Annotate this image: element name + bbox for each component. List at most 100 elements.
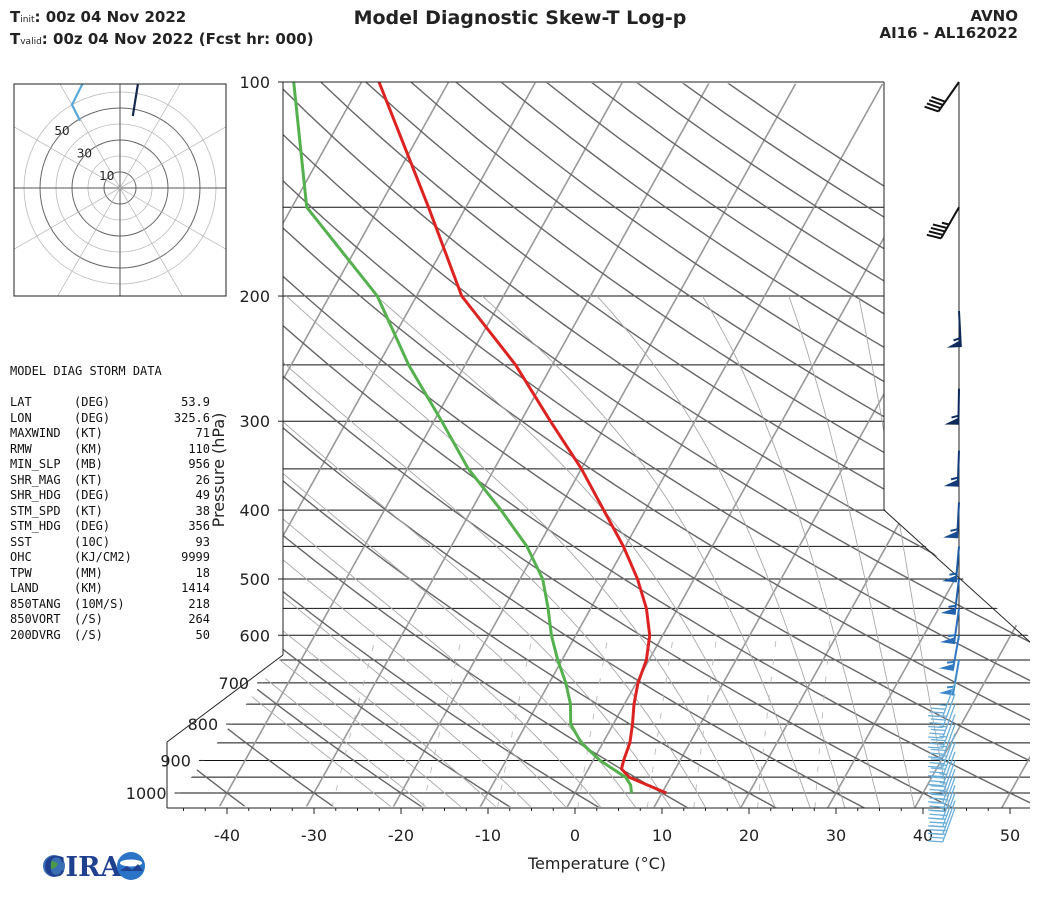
barb-full [929,836,945,839]
wind-barb [940,608,960,645]
mixing-ratio-line [577,635,609,808]
diag-key: TPW [10,565,32,580]
diag-row: TPW (MM) 18 [10,566,210,582]
mixing-ratio-line [693,635,718,808]
diag-key: OHC [10,550,32,564]
dry-adiabat [169,82,804,808]
diag-value: 26 [195,472,210,487]
dry-adiabat [169,82,983,808]
t-init-label: T [10,8,21,26]
barb-shaft [942,742,956,777]
barb-half [939,715,947,717]
diag-row: SST (10C) 93 [10,535,210,551]
moist-adiabat [702,295,881,808]
diag-value: 356 [188,519,210,533]
barb-full [931,95,946,103]
diag-row: MAXWIND (KT) 71 [10,426,210,442]
diag-unit: (/S) [74,627,103,642]
diag-key: MAXWIND [10,426,61,440]
y-tick-label: 900 [160,751,191,770]
mixing-ratio-line [646,635,674,808]
barb-full [929,742,945,746]
y-axis-label: Pressure (hPa) [209,413,228,528]
isotherm [169,82,294,808]
barb-full [926,102,941,110]
barb-full [930,825,946,828]
diag-unit: (KT) [74,503,103,518]
wind-barb [926,206,960,240]
x-tick-label: 10 [652,826,672,845]
diag-value: 218 [188,596,210,611]
wind-barb-lower [928,682,956,718]
diag-unit: (KM) [74,581,103,595]
y-tick-label: 800 [188,715,219,734]
x-tick-label: 30 [826,826,846,845]
temperature-profile [377,82,667,795]
diag-key: STM_SPD [10,503,61,518]
wind-barb [941,546,960,583]
barb-full [928,736,943,739]
dry-adiabat [593,82,1030,808]
diag-row: STM_SPD (KT) 38 [10,504,210,520]
wind-barb-lower [928,733,956,769]
x-tick-label: 50 [1000,826,1020,845]
barb-full [930,728,946,732]
dewpoint-profile [292,82,633,794]
barb-shaft [942,776,956,812]
wind-barb [938,635,960,671]
diag-unit: (MM) [74,565,103,580]
wind-barb-lower [928,742,956,778]
wind-barb-lower [928,807,956,843]
y-tick-label: 400 [239,501,270,520]
barb-flag [946,340,961,348]
barb-flag [940,637,955,645]
diag-value: 264 [188,612,210,626]
diag-row: SHR_HDG (DEG) 49 [10,488,210,504]
diag-row: LAT (DEG) 53.9 [10,395,210,411]
dry-adiabat [169,82,1030,808]
barb-half [946,660,955,664]
wind-barb [924,81,960,113]
isotherm [992,82,1030,808]
dry-adiabat [169,82,1030,808]
moist-adiabat [169,295,637,808]
wind-barb-lower [928,760,956,795]
diag-unit: (/S) [74,612,103,626]
moist-adiabat [211,295,707,808]
barb-half [939,829,947,832]
barb-shaft [956,502,960,539]
diag-key: LAT [10,395,32,409]
barb-flag [943,531,958,539]
barb-half [950,476,959,481]
y-tick-label: 100 [239,73,270,92]
moist-adiabat [169,295,567,808]
barb-shaft [942,751,956,786]
x-tick-label: 40 [913,826,933,845]
barb-flag [943,479,958,487]
diag-value: 50 [195,627,210,642]
barb-shaft [942,792,956,828]
wind-barb [938,659,960,696]
dry-adiabat [169,82,357,808]
diag-key: LON [10,410,32,425]
y-tick-label: 500 [239,570,270,589]
barb-half [951,414,959,419]
barb-full [924,105,939,113]
wind-barb-lower [928,751,956,787]
mixing-ratio-line [814,635,831,808]
wind-barb [940,578,960,615]
barb-full [930,776,946,779]
dry-adiabat [418,82,1030,808]
barb-shaft [954,546,960,583]
barb-shaft [942,768,956,803]
barb-flag [938,663,954,671]
isotherm [818,82,1030,808]
diag-unit: (KT) [74,472,103,487]
x-tick-label: -10 [475,826,501,845]
diag-value: 1414 [181,581,210,595]
barb-half [939,781,947,784]
barb-full [928,725,943,729]
barb-full [928,756,943,759]
diag-row: STM_HDG (DEG) 356 [10,519,210,535]
diag-key: LAND [10,581,39,595]
